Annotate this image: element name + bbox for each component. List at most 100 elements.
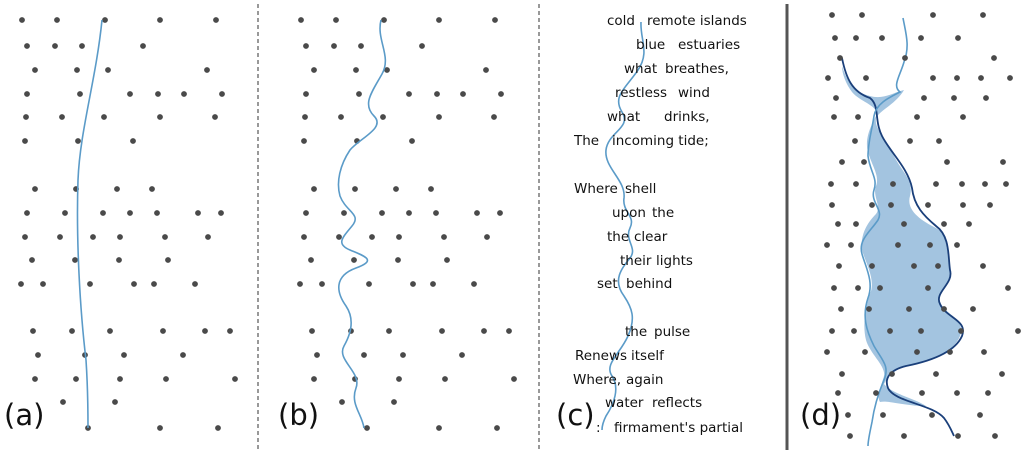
- word-dot: [825, 75, 831, 81]
- word-dot: [303, 43, 309, 49]
- word-dot: [978, 75, 984, 81]
- word-dot: [35, 352, 41, 358]
- word-dot: [369, 234, 375, 240]
- word-dot: [901, 433, 907, 439]
- word-dot: [127, 210, 133, 216]
- word-dot: [848, 242, 854, 248]
- word-dot: [442, 376, 448, 382]
- word-dot: [980, 263, 986, 269]
- word-dot: [828, 181, 834, 187]
- poem-word: Where: [574, 181, 618, 197]
- poem-word: upon: [612, 205, 646, 221]
- word-dot: [851, 328, 857, 334]
- poem-word: remote islands: [647, 13, 747, 29]
- panel-c: cold remote islands blue estuaries what breat…: [556, 13, 747, 436]
- word-dot: [157, 114, 163, 120]
- word-dot: [165, 257, 171, 263]
- word-dot: [140, 43, 146, 49]
- word-dot: [155, 91, 161, 97]
- word-dot: [336, 234, 342, 240]
- word-dot: [339, 399, 345, 405]
- poem-word: drinks,: [664, 109, 710, 125]
- word-dot: [333, 17, 339, 23]
- word-dot: [341, 210, 347, 216]
- word-dot: [331, 43, 337, 49]
- word-dot: [114, 186, 120, 192]
- word-dot: [352, 186, 358, 192]
- word-dot: [195, 210, 201, 216]
- word-dot: [436, 425, 442, 431]
- word-dot: [836, 263, 842, 269]
- word-dot: [149, 186, 155, 192]
- word-dot: [302, 114, 308, 120]
- word-dot: [18, 281, 24, 287]
- word-dot: [474, 210, 480, 216]
- word-dot: [925, 202, 931, 208]
- word-dot: [19, 17, 25, 23]
- word-dot: [338, 114, 344, 120]
- river-curve-a: [76, 19, 103, 429]
- poem-word: the: [652, 205, 674, 221]
- poem-word: behind: [626, 276, 672, 292]
- poem-word: itself: [631, 348, 665, 364]
- word-dot: [914, 349, 920, 355]
- word-dot: [24, 91, 30, 97]
- word-dot: [838, 306, 844, 312]
- word-dot: [855, 114, 861, 120]
- word-dot: [218, 210, 224, 216]
- word-dot: [105, 67, 111, 73]
- word-dot: [999, 371, 1005, 377]
- word-dot: [381, 17, 387, 23]
- word-dot: [880, 412, 886, 418]
- poem-word: incoming tide;: [612, 133, 709, 149]
- word-dot: [977, 412, 983, 418]
- word-dot: [303, 91, 309, 97]
- word-dot: [215, 425, 221, 431]
- word-dot: [459, 352, 465, 358]
- word-dot: [75, 138, 81, 144]
- word-dot: [492, 17, 498, 23]
- word-dot: [117, 376, 123, 382]
- word-dot: [57, 234, 63, 240]
- poem-word: shell: [625, 181, 656, 197]
- word-dot: [947, 349, 953, 355]
- word-dot: [433, 210, 439, 216]
- word-dot: [981, 349, 987, 355]
- poem-word: Where,: [573, 372, 621, 388]
- word-dot: [419, 43, 425, 49]
- word-dot: [925, 285, 931, 291]
- poem-word: pulse: [654, 324, 690, 340]
- word-dot: [879, 35, 885, 41]
- word-dot: [835, 390, 841, 396]
- word-dot: [396, 234, 402, 240]
- poem-word: the: [625, 324, 647, 340]
- word-dot: [314, 352, 320, 358]
- word-dot: [498, 91, 504, 97]
- word-dot: [853, 35, 859, 41]
- word-dot: [380, 114, 386, 120]
- word-dot: [935, 263, 941, 269]
- panel-d: (d): [800, 12, 1021, 447]
- word-dot: [831, 114, 837, 120]
- word-dot: [444, 257, 450, 263]
- word-dot: [309, 328, 315, 334]
- word-dot: [297, 281, 303, 287]
- word-dot: [439, 328, 445, 334]
- panel-label-a: (a): [4, 398, 44, 432]
- word-dot: [914, 114, 920, 120]
- word-dot: [410, 281, 416, 287]
- word-dot: [62, 210, 68, 216]
- river-gap-region: [842, 66, 962, 406]
- word-dot: [384, 67, 390, 73]
- word-dot: [213, 17, 219, 23]
- word-dot: [873, 390, 879, 396]
- word-dot: [921, 95, 927, 101]
- poem-text: cold remote islands blue estuaries what breat…: [573, 13, 747, 436]
- river-curve-d: [860, 17, 908, 447]
- word-dot: [32, 67, 38, 73]
- word-dot: [107, 328, 113, 334]
- poem-word: what: [624, 61, 657, 77]
- word-dot: [351, 257, 357, 263]
- poem-word: what: [607, 109, 640, 125]
- poem-word: :: [596, 420, 601, 436]
